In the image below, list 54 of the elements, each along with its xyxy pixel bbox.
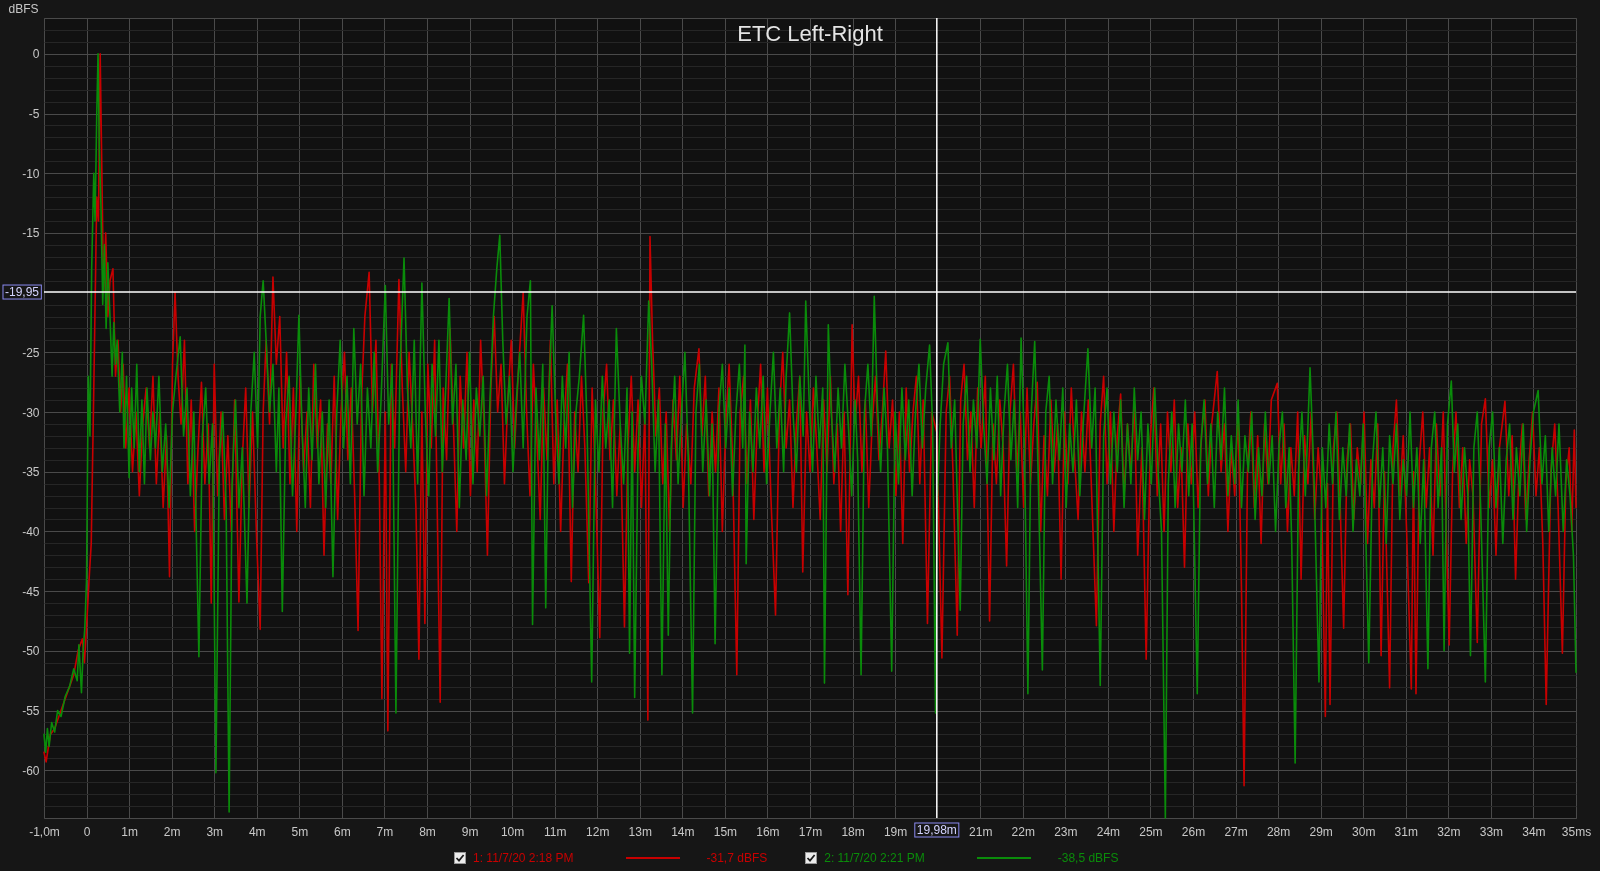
y-tick-label: -45 <box>22 584 40 599</box>
y-tick-label: -30 <box>22 405 40 420</box>
x-tick-label: 19m <box>883 824 908 839</box>
text: 1: 11/7/20 2:18 PM <box>473 851 574 865</box>
x-tick-label: 4m <box>248 824 266 839</box>
x-tick-label: 15m <box>713 824 738 839</box>
x-tick-label: 26m <box>1181 824 1206 839</box>
x-tick-label: 14m <box>671 824 695 839</box>
x-tick-label: 31m <box>1394 824 1418 839</box>
y-tick-label: -35 <box>22 465 40 480</box>
x-tick-label: 13m <box>628 824 652 839</box>
x-tick-label: 24m <box>1096 824 1121 839</box>
text: -31,7 dBFS <box>706 851 768 865</box>
text: -38,5 dBFS <box>1057 851 1119 865</box>
x-tick-label: 6m <box>334 824 351 839</box>
x-tick-label: 12m <box>586 824 610 839</box>
y-axis-title: dBFS <box>8 1 39 16</box>
x-tick-label: 30m <box>1352 824 1376 839</box>
x-tick-label: 18m <box>841 824 865 839</box>
x-tick-label: 35ms <box>1561 824 1592 839</box>
x-tick-label: 8m <box>419 824 436 839</box>
x-tick-label: 29m <box>1309 824 1333 839</box>
x-tick-label: 11m <box>543 824 567 839</box>
y-tick-label: -10 <box>22 166 40 181</box>
x-tick-label: 21m <box>969 824 993 839</box>
x-tick-label: 33m <box>1479 824 1504 839</box>
x-tick-label: 34m <box>1522 824 1546 839</box>
y-tick-label: -40 <box>22 524 40 539</box>
x-tick-label: 28m <box>1266 824 1291 839</box>
y-tick-label: -50 <box>22 644 40 659</box>
x-tick-label: 5m <box>291 824 309 839</box>
y-tick-label: 0 <box>32 47 40 62</box>
y-tick-label: -15 <box>22 226 40 241</box>
x-tick-label: 0 <box>83 824 91 839</box>
x-tick-label: 3m <box>206 824 224 839</box>
chart-title: ETC Left-Right <box>737 21 883 46</box>
y-tick-label: -25 <box>22 345 40 360</box>
y-tick-label: -55 <box>22 704 40 719</box>
x-tick-label: 23m <box>1054 824 1078 839</box>
x-tick-label: 16m <box>756 824 780 839</box>
y-tick-label: -5 <box>28 107 40 122</box>
x-tick-label: 2m <box>163 824 181 839</box>
x-tick-label: 25m <box>1139 824 1163 839</box>
x-tick-label: 27m <box>1224 824 1248 839</box>
x-tick-label: 7m <box>376 824 394 839</box>
x-tick-label: 10m <box>500 824 525 839</box>
x-tick-label: 22m <box>1011 824 1035 839</box>
x-tick-label: 17m <box>798 824 823 839</box>
x-tick-label: 9m <box>461 824 479 839</box>
x-tick-label: 32m <box>1437 824 1461 839</box>
x-tick-label: -1,0m <box>29 824 60 839</box>
x-tick-label: 1m <box>121 824 138 839</box>
text: 2: 11/7/20 2:21 PM <box>824 851 925 865</box>
y-tick-label: -60 <box>22 763 40 778</box>
